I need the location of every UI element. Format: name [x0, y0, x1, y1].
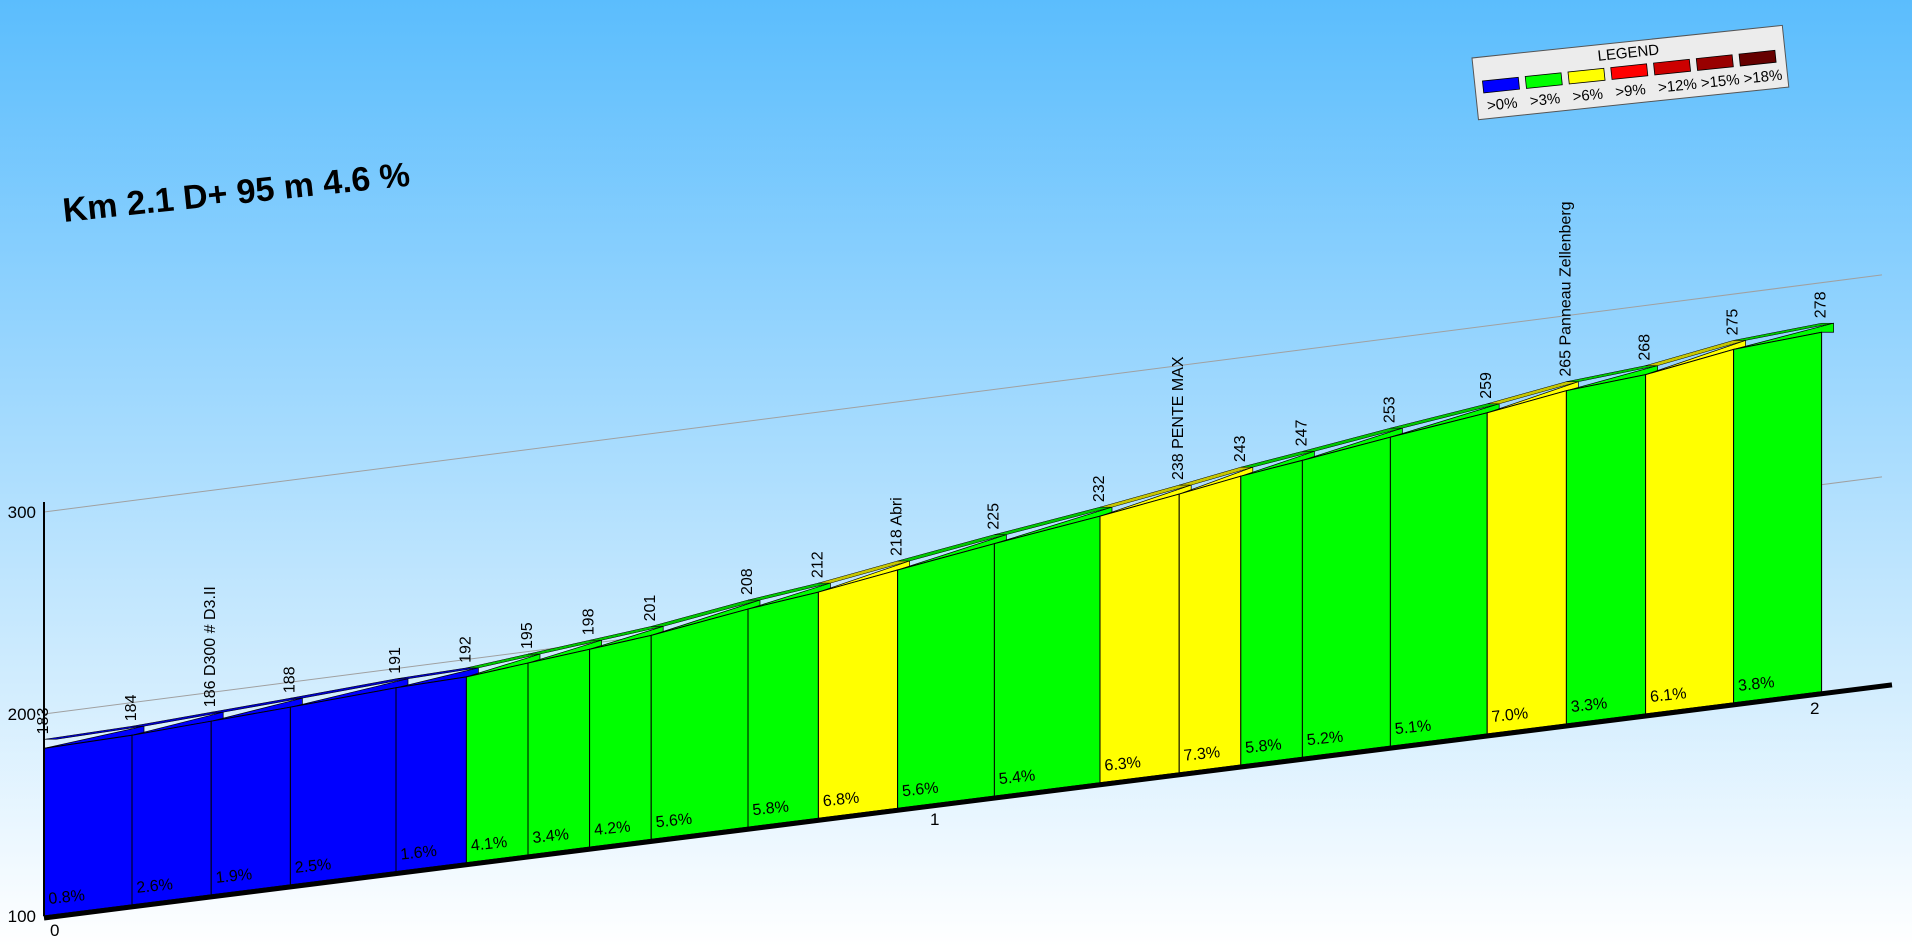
legend-swatch — [1653, 58, 1692, 76]
gradient-label: 3.3% — [1570, 695, 1608, 716]
legend-swatch — [1482, 76, 1520, 94]
legend-item-label: >15% — [1700, 71, 1740, 92]
segment-bar-11 — [817, 569, 899, 819]
y-tick-label: 200 — [8, 705, 36, 724]
gradient-label: 3.4% — [532, 826, 570, 847]
legend-item-label: >6% — [1572, 86, 1604, 106]
gradient-label: 5.6% — [901, 780, 939, 801]
segment-depth-22 — [1733, 322, 1834, 341]
x-tick-label: 1 — [930, 810, 939, 829]
gradient-label: 4.2% — [593, 818, 631, 839]
gradient-label: 6.1% — [1649, 685, 1687, 706]
gradient-label: 5.8% — [1244, 736, 1282, 757]
gradient-label: 6.3% — [1104, 754, 1142, 775]
legend-swatch — [1695, 54, 1734, 71]
segment-bar-18 — [1389, 412, 1488, 747]
segment-bar-7 — [527, 648, 591, 856]
legend-item-label: >9% — [1615, 81, 1647, 101]
altitude-label: 184 — [123, 694, 140, 721]
y-tick-label: 300 — [8, 503, 36, 522]
x-tick-label: 0 — [50, 921, 59, 940]
legend-title: LEGEND — [1597, 41, 1660, 64]
altitude-label: 268 — [1637, 334, 1654, 361]
x-axis: 0 1 2 — [50, 699, 1819, 940]
altitude-label: 186 D300 # D3.II — [202, 586, 219, 707]
altitude-label: 198 — [581, 608, 598, 635]
altitude-label: 238 PENTE MAX — [1170, 356, 1187, 480]
altitude-label: 201 — [642, 595, 659, 622]
segment-bar-13 — [993, 515, 1101, 797]
gradient-label: 2.6% — [136, 876, 174, 897]
ground-line — [43, 682, 1893, 921]
guide-line-300 — [43, 274, 1883, 513]
altitude-label: 225 — [985, 503, 1002, 530]
legend-item-label: >3% — [1529, 90, 1561, 110]
altitude-labels: 183 184 186 D300 # D3.II 188 191 192 195 198 201… — [35, 201, 1830, 734]
altitude-label: 232 — [1091, 475, 1108, 502]
gradient-label: 5.4% — [998, 767, 1036, 788]
gradient-label: 2.5% — [294, 856, 332, 877]
altitude-label: 253 — [1381, 396, 1398, 423]
segment-bar-4 — [289, 687, 397, 886]
segment-bar-1 — [43, 734, 133, 917]
gradient-label: 7.0% — [1491, 705, 1529, 726]
y-axis: 100 200 300 — [8, 502, 45, 926]
altitude-label: 218 Abri — [889, 497, 906, 556]
altitude-label: 259 — [1478, 372, 1495, 399]
segment-bar-14 — [1099, 493, 1180, 784]
gradient-label: 7.3% — [1183, 744, 1221, 765]
gradient-label: 6.8% — [822, 790, 860, 811]
segment-bar-9 — [650, 608, 749, 840]
gradient-label: 5.8% — [752, 798, 790, 819]
altitude-label: 212 — [809, 551, 826, 578]
segment-bar-21 — [1645, 348, 1735, 715]
gradient-label: 5.2% — [1306, 729, 1344, 750]
legend-swatch — [1738, 49, 1777, 67]
altitude-label: 265 Panneau Zellenberg — [1557, 201, 1574, 376]
segment-bar-15 — [1178, 475, 1242, 774]
legend-item-label: >18% — [1743, 67, 1783, 88]
legend-swatch — [1567, 67, 1606, 85]
altitude-label: 195 — [519, 622, 536, 649]
altitude-label: 247 — [1293, 420, 1310, 447]
gradient-label: 3.8% — [1737, 674, 1775, 695]
x-tick-label: 2 — [1810, 699, 1819, 718]
gradient-label: 5.6% — [655, 811, 693, 832]
gradient-label: 1.9% — [215, 866, 253, 887]
segment-bar-12 — [897, 542, 995, 809]
gradient-label: 5.1% — [1394, 717, 1432, 738]
profile-segments — [43, 322, 1834, 917]
gradient-label: 4.1% — [470, 834, 508, 855]
segment-bar-8 — [589, 634, 652, 848]
gradient-labels: 0.8% 2.6% 1.9% 2.5% 1.6% 4.1% 3.4% 4.2% 5.6% 5.8%… — [48, 674, 1776, 908]
segment-bar-6 — [465, 662, 529, 864]
segment-bar-17 — [1301, 436, 1391, 758]
segment-bar-19 — [1486, 390, 1567, 735]
gradient-label: 0.8% — [48, 887, 86, 908]
baseline — [43, 682, 1893, 921]
legend-swatch — [1524, 72, 1563, 89]
segment-bar-10 — [747, 591, 819, 828]
altitude-label: 278 — [1813, 291, 1830, 318]
altitude-label: 183 — [35, 708, 52, 735]
legend: LEGEND >0% >3% >6% >9% >12% >15% >18% — [1471, 24, 1790, 121]
legend-swatch — [1610, 63, 1649, 80]
segment-bar-20 — [1565, 374, 1647, 725]
altitude-label: 191 — [387, 647, 404, 674]
legend-item-label: >12% — [1657, 76, 1697, 97]
altitude-label: 243 — [1232, 435, 1249, 462]
segment-bar-22 — [1733, 331, 1823, 704]
altitude-label: 192 — [457, 636, 474, 663]
altitude-label: 275 — [1725, 309, 1742, 336]
segment-bar-16 — [1240, 459, 1303, 766]
y-tick-label: 100 — [8, 907, 36, 926]
gradient-label: 1.6% — [400, 843, 438, 864]
altitude-label: 208 — [739, 568, 756, 595]
altitude-label: 188 — [281, 666, 298, 693]
legend-item-label: >0% — [1486, 95, 1518, 115]
